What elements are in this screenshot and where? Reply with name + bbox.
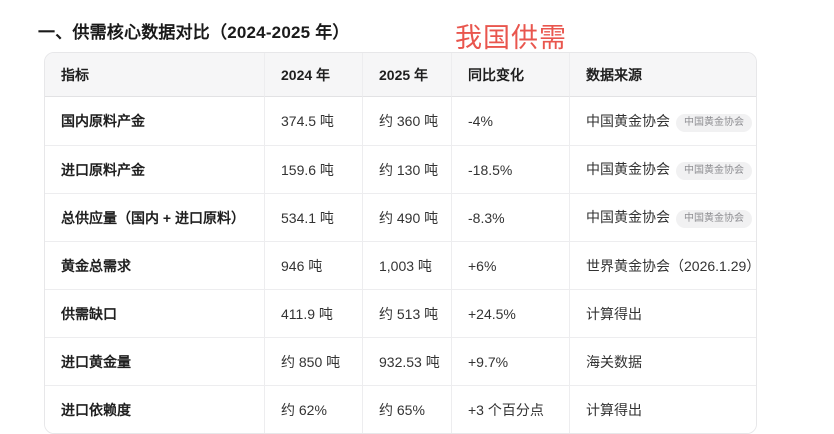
cell-2024-value: 411.9 吨 <box>264 289 362 337</box>
source-name: 海关数据 <box>586 353 642 370</box>
cell-yoy-value: -18.5% <box>451 145 569 193</box>
citation-badge[interactable]: 中国黄金协会 <box>676 210 752 228</box>
cell-source: 中国黄金协会 中国黄金协会 <box>569 193 756 241</box>
cell-source: 海关数据 <box>569 337 756 385</box>
cell-source: 计算得出 <box>569 289 756 337</box>
table-row: 供需缺口 411.9 吨 约 513 吨 +24.5% 计算得出 <box>45 289 756 337</box>
cell-yoy-value: +24.5% <box>451 289 569 337</box>
citation-badge[interactable]: 中国黄金协会 <box>676 162 752 180</box>
column-header-2025: 2025 年 <box>362 53 451 97</box>
cell-2025-value: 约 513 吨 <box>362 289 451 337</box>
cell-2025-value: 约 130 吨 <box>362 145 451 193</box>
cell-yoy-value: -8.3% <box>451 193 569 241</box>
cell-source: 计算得出 <box>569 385 756 433</box>
cell-yoy-value: +6% <box>451 241 569 289</box>
table-header-row: 指标 2024 年 2025 年 同比变化 数据来源 <box>45 53 756 97</box>
cell-2025-value: 约 490 吨 <box>362 193 451 241</box>
cell-indicator: 国内原料产金 <box>45 97 264 145</box>
table-row: 进口依赖度 约 62% 约 65% +3 个百分点 计算得出 <box>45 385 756 433</box>
cell-indicator: 总供应量（国内 + 进口原料） <box>45 193 264 241</box>
cell-2025-value: 932.53 吨 <box>362 337 451 385</box>
cell-indicator: 黄金总需求 <box>45 241 264 289</box>
red-annotation-text: 我国供需 <box>455 23 567 53</box>
cell-yoy-value: +9.7% <box>451 337 569 385</box>
cell-indicator: 进口依赖度 <box>45 385 264 433</box>
cell-yoy-value: -4% <box>451 97 569 145</box>
cell-2025-value: 约 360 吨 <box>362 97 451 145</box>
table-row: 黄金总需求 946 吨 1,003 吨 +6% 世界黄金协会（2026.1.29… <box>45 241 756 289</box>
source-name: 中国黄金协会 <box>586 209 670 225</box>
source-name: 世界黄金协会（2026.1.29） <box>586 257 756 274</box>
cell-2024-value: 534.1 吨 <box>264 193 362 241</box>
source-name: 计算得出 <box>586 401 642 418</box>
section-title: 一、供需核心数据对比（2024-2025 年） <box>38 23 350 42</box>
column-header-indicator: 指标 <box>45 53 264 97</box>
cell-2025-value: 1,003 吨 <box>362 241 451 289</box>
cell-2024-value: 374.5 吨 <box>264 97 362 145</box>
supply-demand-table: 指标 2024 年 2025 年 同比变化 数据来源 国内原料产金 374.5 … <box>44 52 757 434</box>
cell-source: 中国黄金协会 中国黄金协会 <box>569 97 756 145</box>
cell-indicator: 进口原料产金 <box>45 145 264 193</box>
cell-source: 世界黄金协会（2026.1.29） <box>569 241 756 289</box>
table-row: 进口黄金量 约 850 吨 932.53 吨 +9.7% 海关数据 <box>45 337 756 385</box>
column-header-2024: 2024 年 <box>264 53 362 97</box>
table-row: 进口原料产金 159.6 吨 约 130 吨 -18.5% 中国黄金协会 中国黄金… <box>45 145 756 193</box>
table-row: 国内原料产金 374.5 吨 约 360 吨 -4% 中国黄金协会 中国黄金协会 <box>45 97 756 145</box>
table-row: 总供应量（国内 + 进口原料） 534.1 吨 约 490 吨 -8.3% 中国… <box>45 193 756 241</box>
source-name: 中国黄金协会 <box>586 161 670 177</box>
citation-badge[interactable]: 中国黄金协会 <box>676 113 752 132</box>
column-header-yoy: 同比变化 <box>451 53 569 97</box>
source-name: 计算得出 <box>586 305 642 322</box>
cell-2024-value: 159.6 吨 <box>264 145 362 193</box>
cell-source: 中国黄金协会 中国黄金协会 <box>569 145 756 193</box>
cell-2024-value: 约 850 吨 <box>264 337 362 385</box>
cell-2025-value: 约 65% <box>362 385 451 433</box>
column-header-source: 数据来源 <box>569 53 756 97</box>
cell-indicator: 进口黄金量 <box>45 337 264 385</box>
cell-2024-value: 约 62% <box>264 385 362 433</box>
cell-yoy-value: +3 个百分点 <box>451 385 569 433</box>
source-name: 中国黄金协会 <box>586 112 670 129</box>
cell-indicator: 供需缺口 <box>45 289 264 337</box>
cell-2024-value: 946 吨 <box>264 241 362 289</box>
